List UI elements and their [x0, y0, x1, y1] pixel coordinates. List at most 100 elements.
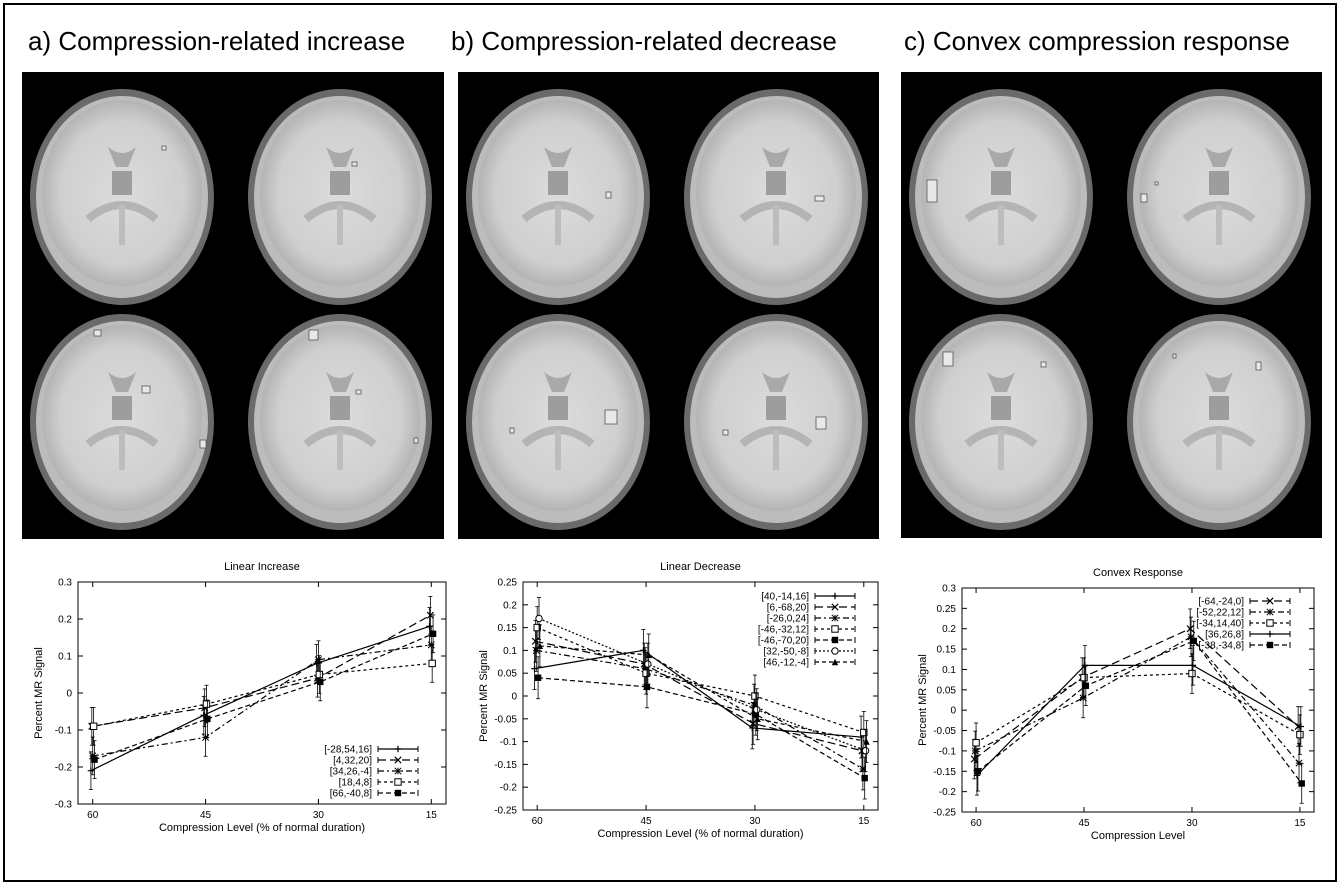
- activation-spot: [1140, 193, 1148, 203]
- y-tick-label: 0: [511, 692, 517, 703]
- y-tick-label: 0.1: [503, 646, 517, 657]
- data-point: [535, 614, 543, 623]
- brain-slice: [909, 89, 1093, 305]
- ventricle-front: [1205, 147, 1233, 167]
- y-tick-label: 0.25: [937, 604, 957, 615]
- panel-a-brain-slices: [22, 72, 444, 539]
- midline: [773, 205, 779, 245]
- data-point: [750, 701, 758, 709]
- figure-frame: [3, 3, 1337, 882]
- legend-marker: [1266, 597, 1274, 605]
- series-line: [974, 636, 1300, 764]
- activation-spot: [815, 416, 827, 430]
- activation-spot: [93, 329, 102, 337]
- legend-marker: [394, 789, 402, 797]
- series-line: [534, 649, 862, 738]
- brain-slice: [248, 89, 432, 305]
- panel-b-title: b) Compression-related decrease: [451, 26, 837, 56]
- data-point: [1295, 759, 1303, 767]
- chart-title: Linear Increase: [224, 561, 300, 573]
- legend-marker: [394, 756, 402, 764]
- y-axis-label: Percent MR Signal: [33, 647, 45, 739]
- data-point: [644, 660, 652, 668]
- y-tick-label: -0.1: [500, 737, 518, 748]
- data-point: [751, 692, 759, 700]
- x-tick-label: 30: [749, 816, 761, 827]
- series-line: [977, 640, 1303, 784]
- chart-convex-response-svg: Convex Response -0.25 -0.2 -0.15 -0.1 -0.05 0 0…: [917, 567, 1315, 842]
- legend-marker: [831, 647, 839, 655]
- panel-c-brain-slices: [901, 72, 1322, 538]
- x-tick-label: 45: [1078, 818, 1090, 829]
- data-point: [753, 705, 761, 714]
- y-tick-label: 0.05: [937, 685, 957, 696]
- legend-label: [-26,0,24]: [767, 614, 809, 625]
- midline: [337, 205, 343, 245]
- activation-spot: [351, 161, 358, 167]
- panel-b-brain-slices: [458, 72, 879, 539]
- legend-marker: [831, 592, 839, 600]
- y-tick-label: 0: [950, 706, 956, 717]
- data-point: [531, 665, 538, 672]
- ventricle-front: [544, 372, 572, 392]
- activation-spot: [1172, 353, 1177, 359]
- brain-slice: [466, 314, 650, 530]
- y-tick-label: -0.1: [939, 746, 957, 757]
- data-point: [87, 767, 95, 774]
- brain-slice: [909, 314, 1093, 530]
- activation-spot: [413, 437, 419, 444]
- ventricle-center: [112, 171, 132, 195]
- x-tick-label: 45: [200, 810, 212, 821]
- chart-linear-increase: Linear Increase -0.3 -0.2 -0.1 0 0.1 0.2 0.3 60 4…: [20, 558, 450, 848]
- y-tick-label: -0.2: [500, 783, 518, 794]
- data-point: [972, 739, 980, 747]
- legend-label: [-64,-24,0]: [1198, 597, 1244, 608]
- legend-label: [6,-68,20]: [767, 603, 809, 614]
- midline: [555, 430, 561, 470]
- legend-label: [66,-40,8]: [330, 789, 372, 800]
- brain-slice: [684, 314, 868, 530]
- legend-marker: [394, 778, 402, 786]
- chart-convex-response: Convex Response -0.25 -0.2 -0.15 -0.1 -0.05 0 0…: [898, 564, 1318, 854]
- data-point: [428, 659, 436, 668]
- legend-label: [46,-12,-4]: [763, 658, 809, 669]
- x-tick-label: 30: [313, 810, 325, 821]
- activation-spot: [141, 385, 151, 394]
- data-point: [1189, 662, 1197, 669]
- data-point: [1298, 780, 1305, 787]
- chart-linear-decrease: Linear Decrease -0.25 -0.2 -0.15 -0.1 -0.05 0 0…: [465, 560, 885, 850]
- data-point: [1081, 662, 1089, 669]
- data-point: [643, 683, 651, 691]
- series-line: [94, 633, 434, 761]
- y-tick-label: 0.15: [498, 623, 518, 634]
- brain-slices-image: [909, 89, 1311, 530]
- data-point: [641, 665, 649, 673]
- activation-spot: [604, 409, 618, 425]
- ventricle-center: [330, 396, 350, 420]
- y-tick-label: 0: [66, 689, 72, 700]
- panel-c-title: c) Convex compression response: [904, 26, 1290, 56]
- data-point: [645, 651, 652, 659]
- midline: [998, 205, 1004, 245]
- y-tick-label: 0.2: [58, 615, 72, 626]
- y-tick-label: 0.2: [503, 600, 517, 611]
- y-tick-label: -0.05: [933, 726, 956, 737]
- brain-slice: [30, 89, 214, 305]
- x-axis-label: Compression Level: [1091, 830, 1185, 842]
- data-point: [1079, 694, 1087, 702]
- y-tick-label: 0.1: [942, 665, 956, 676]
- data-point: [863, 738, 870, 745]
- data-point: [974, 768, 982, 775]
- midline: [337, 430, 343, 470]
- activation-spot: [161, 145, 167, 151]
- x-axis-label: Compression Level (% of normal duration): [597, 828, 803, 840]
- data-point: [1080, 673, 1088, 682]
- ventricle-center: [766, 396, 786, 420]
- y-tick-label: -0.15: [933, 767, 956, 778]
- data-point: [91, 756, 98, 763]
- legend-label: [-46,-70,20]: [758, 636, 809, 647]
- y-axis-label: Percent MR Signal: [917, 654, 929, 746]
- data-point: [1297, 723, 1305, 730]
- ventricle-center: [548, 171, 568, 195]
- data-point: [1296, 730, 1304, 739]
